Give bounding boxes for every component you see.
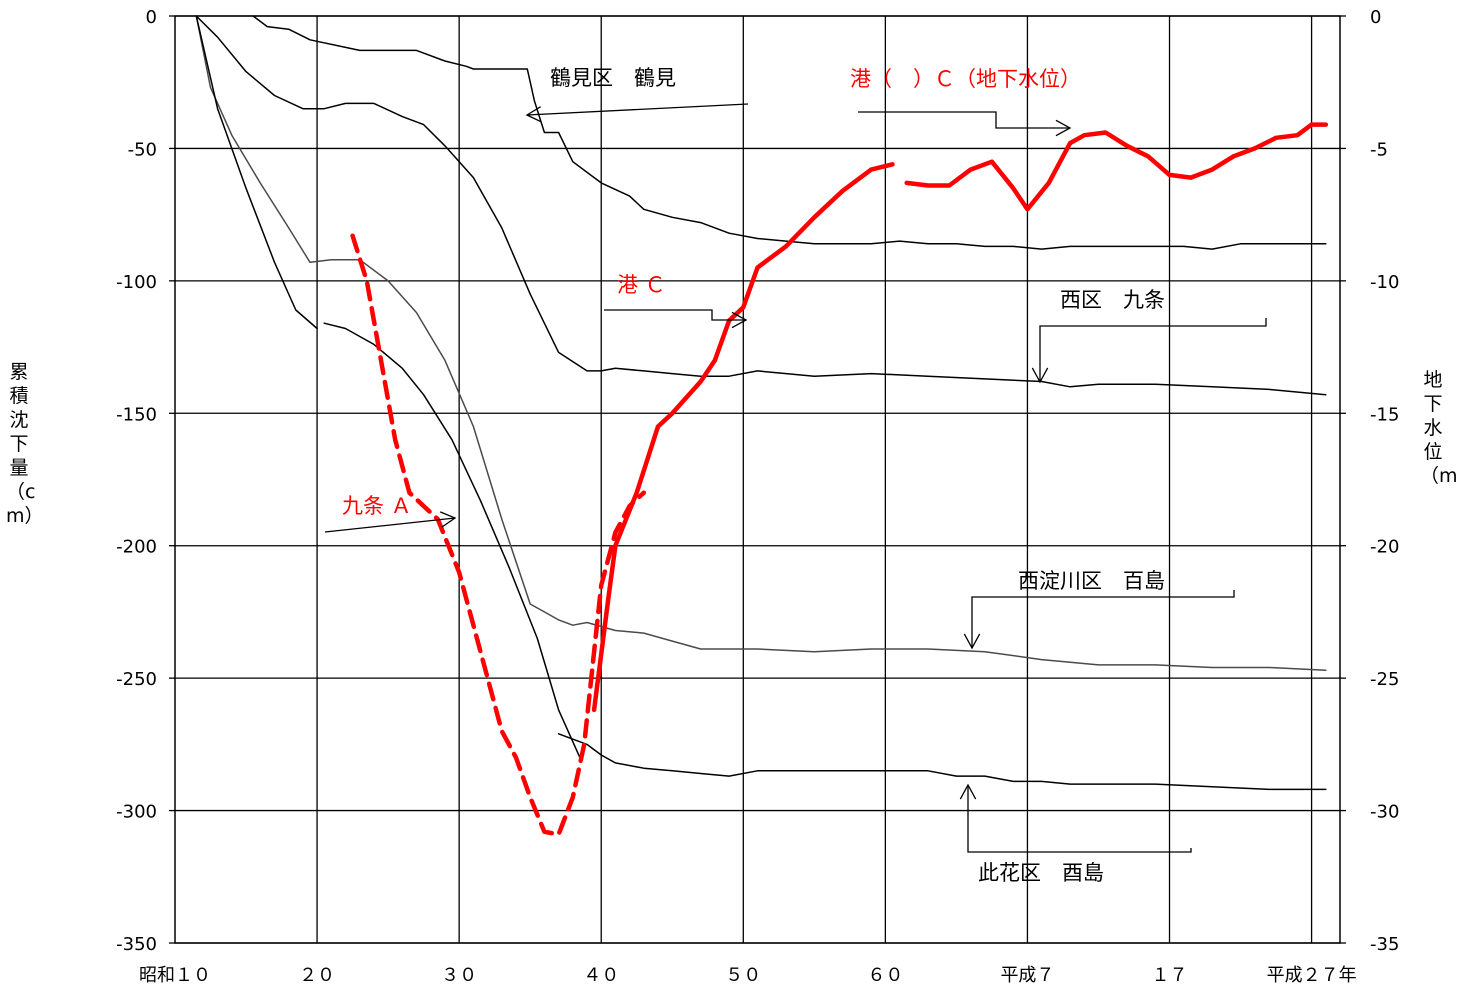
y-tick-label-left: -300 [116,802,157,823]
y-tick-label-right: -35 [1370,934,1399,955]
series-layer [195,15,1329,837]
annotation-leader [324,517,456,533]
x-tick-label: 平成７ [1000,965,1054,986]
y-tick-label-right: -5 [1370,139,1388,160]
annotation-label: 九条 Ａ [342,494,412,518]
x-tick-label: ６０ [867,965,903,986]
y-tick-label-left: 0 [146,7,157,28]
x-tick-label: ４０ [583,965,619,986]
annotation-leader [967,785,1192,853]
y-axis-label-right: 地下水位（m） [1420,369,1458,487]
arrowhead [959,783,977,800]
y-tick-label-left: -250 [116,669,157,690]
grid [175,15,1340,944]
series-line-4 [323,322,581,759]
x-tick-label: ５０ [725,965,761,986]
arrowhead [1055,119,1072,137]
series-line-3 [195,15,318,330]
arrowhead [731,311,748,329]
annotation-leader [1039,318,1267,382]
y-tick-label-right: -10 [1370,272,1399,293]
series-line-5 [557,733,1327,791]
arrowhead [525,106,542,123]
plot-border [174,15,1341,944]
series-line-2 [195,15,1327,671]
plot-frame [169,15,1346,944]
y-tick-label-right: 0 [1370,7,1381,28]
annotation-label: 此花区 酉島 [978,861,1104,885]
arrowhead [439,511,457,528]
y-tick-label-left: -50 [128,139,157,160]
y-tick-label-right: -20 [1370,537,1399,558]
y-tick-label-right: -30 [1370,802,1399,823]
annotation-label: 西区 九条 [1060,288,1165,312]
annotation-label: 港 Ｃ [617,273,666,297]
series-line-1 [195,15,1327,396]
y-axis-label-left: 累積沈下量（cm） [6,361,44,527]
series-line-7 [591,162,895,713]
y-tick-label-left: -150 [116,404,157,425]
y-tick-label-left: -350 [116,934,157,955]
x-tick-label: 昭和１０ [139,965,211,986]
annotation-leader [526,103,749,116]
y-tick-label-left: -200 [116,537,157,558]
x-tick-label: １７ [1152,965,1188,986]
arrowhead [963,633,981,650]
x-tick-label: ２０ [299,965,335,986]
arrowhead [1031,367,1049,384]
y-tick-label-right: -15 [1370,404,1399,425]
y-tick-label-left: -100 [116,272,157,293]
annotation-leader [858,111,1070,129]
annotation-arrows [324,103,1267,853]
annotation-label: 西淀川区 百島 [1018,569,1165,593]
x-tick-label: 平成２７年 [1267,965,1357,986]
annotation-label: 鶴見区 鶴見 [550,66,676,90]
annotation-label: 港（ ）Ｃ（地下水位） [850,67,1081,91]
series-line-0 [252,15,1327,250]
x-tick-label: ３０ [441,965,477,986]
series-line-6 [350,233,647,837]
series-line-8 [904,122,1329,212]
annotation-leader [971,590,1235,648]
y-tick-label-right: -25 [1370,669,1399,690]
annotation-leader [604,309,746,321]
tick-labels: 0 0 -50 -5 -100 -10 -150 -15 -200 -20 -250 -25 -300 -… [116,7,1399,986]
